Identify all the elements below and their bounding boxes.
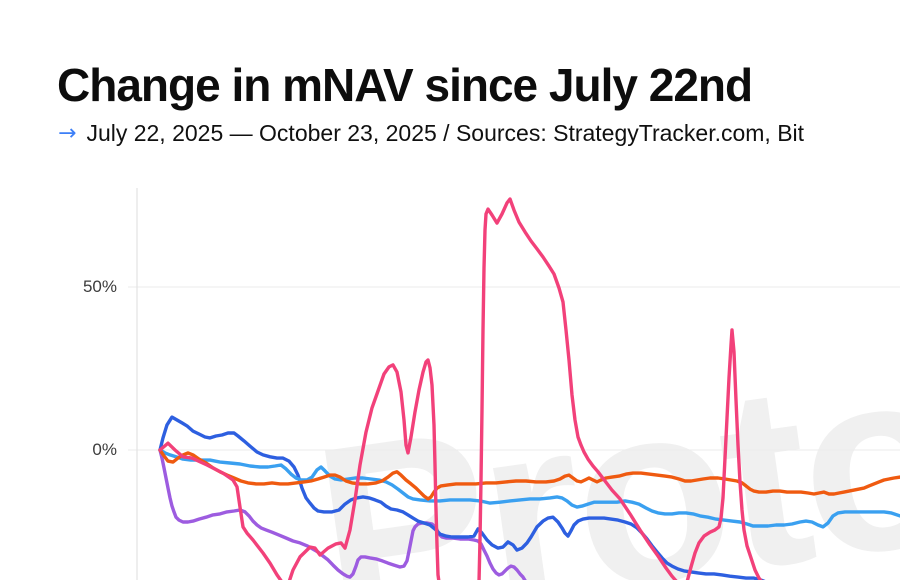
series-line-pink-seg1 xyxy=(287,358,441,580)
arrow-right-icon: → xyxy=(58,121,77,146)
subtitle-text: July 22, 2025 — October 23, 2025 / Sourc… xyxy=(86,120,805,146)
series-line-orange xyxy=(158,448,900,501)
subtitle: → July 22, 2025 — October 23, 2025 / Sou… xyxy=(58,120,804,147)
series-line-purple xyxy=(158,448,527,580)
series-line-pink-seg3 xyxy=(685,328,763,580)
y-axis-label-0: 0% xyxy=(92,440,117,459)
page-title: Change in mNAV since July 22nd xyxy=(57,59,753,111)
series-line-light-blue xyxy=(158,448,900,529)
series-line-pink-seg2 xyxy=(477,197,678,580)
series-line-pink xyxy=(158,441,283,580)
y-axis-label-50: 50% xyxy=(82,277,117,296)
